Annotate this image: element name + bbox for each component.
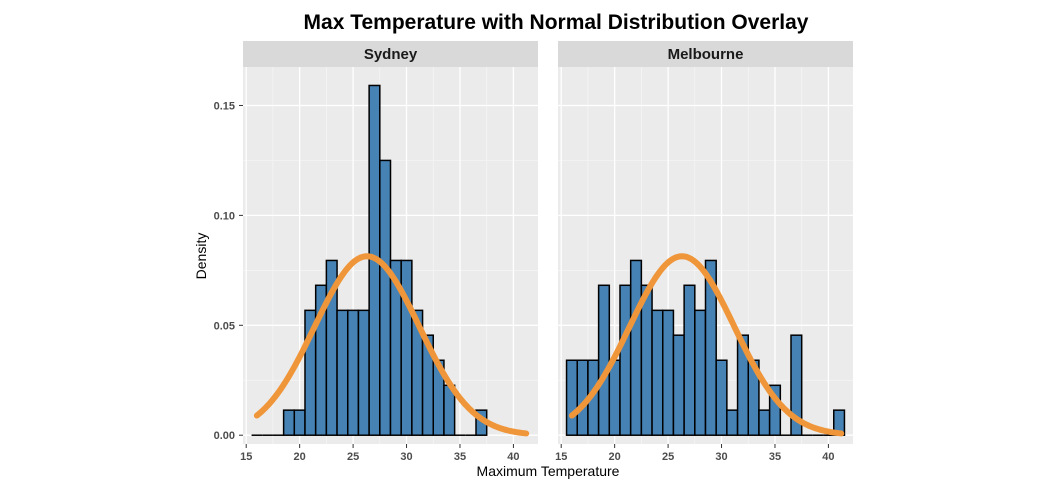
x-tick-label: 20 [609,451,621,463]
histogram-bar [400,259,413,436]
x-tick-label: 40 [507,451,519,463]
histogram-bar [640,284,653,436]
y-tick-label: 0.05 [214,320,235,332]
normal-density-curve [568,253,845,437]
histogram-bar [293,409,306,436]
histogram-bar [608,359,621,436]
histogram-bar [619,284,632,436]
panel-sydney: Sydney 15 20 25 30 35 40 [240,41,538,463]
histogram-bar [629,259,643,436]
histogram-bar [565,359,578,436]
x-axis-title: Maximum Temperature [477,463,620,479]
x-tick-label: 15 [240,451,252,463]
histogram-bar [768,384,782,436]
facet-strip-label: Melbourne [668,46,744,63]
x-tick-label: 30 [715,451,727,463]
x-tick-label: 35 [769,451,781,463]
histogram-bar [758,409,771,436]
histogram-bar [651,309,664,436]
histogram-bar [715,359,728,436]
histogram-bar [661,309,675,436]
histogram-bar [597,284,611,436]
histogram-bar [790,334,803,436]
y-tick-label: 0.15 [214,100,235,112]
facet-strip-label: Sydney [364,46,418,63]
histogram-bar [282,409,296,436]
x-tick-label: 30 [400,451,412,463]
panel-melbourne: Melbourne 15 20 25 30 35 40 [555,41,853,463]
normal-density-curve [253,253,530,437]
x-tick-label: 25 [347,451,359,463]
y-axis-tick-labels: 0.00 0.05 0.10 0.15 [214,100,243,442]
x-tick-label: 35 [454,451,466,463]
x-tick-label: 20 [294,451,306,463]
histogram-bar [694,309,707,436]
x-tick-label: 15 [555,451,567,463]
histogram-bar [357,309,370,436]
x-tick-label: 25 [662,451,674,463]
histogram-bar [346,309,360,436]
y-tick-label: 0.10 [214,210,235,222]
histogram-bar [672,334,685,436]
histogram-bar [726,409,739,436]
histogram-bar [704,259,717,436]
facet-strip [558,41,853,67]
x-tick-label: 40 [822,451,834,463]
histogram-bar [336,309,349,436]
histogram-bar [683,284,696,436]
y-axis-title: Density [193,233,209,280]
facet-strip [243,41,538,67]
y-tick-label: 0.00 [214,430,235,442]
chart-title: Max Temperature with Normal Distribution… [304,11,809,34]
histogram-bar [379,159,392,436]
